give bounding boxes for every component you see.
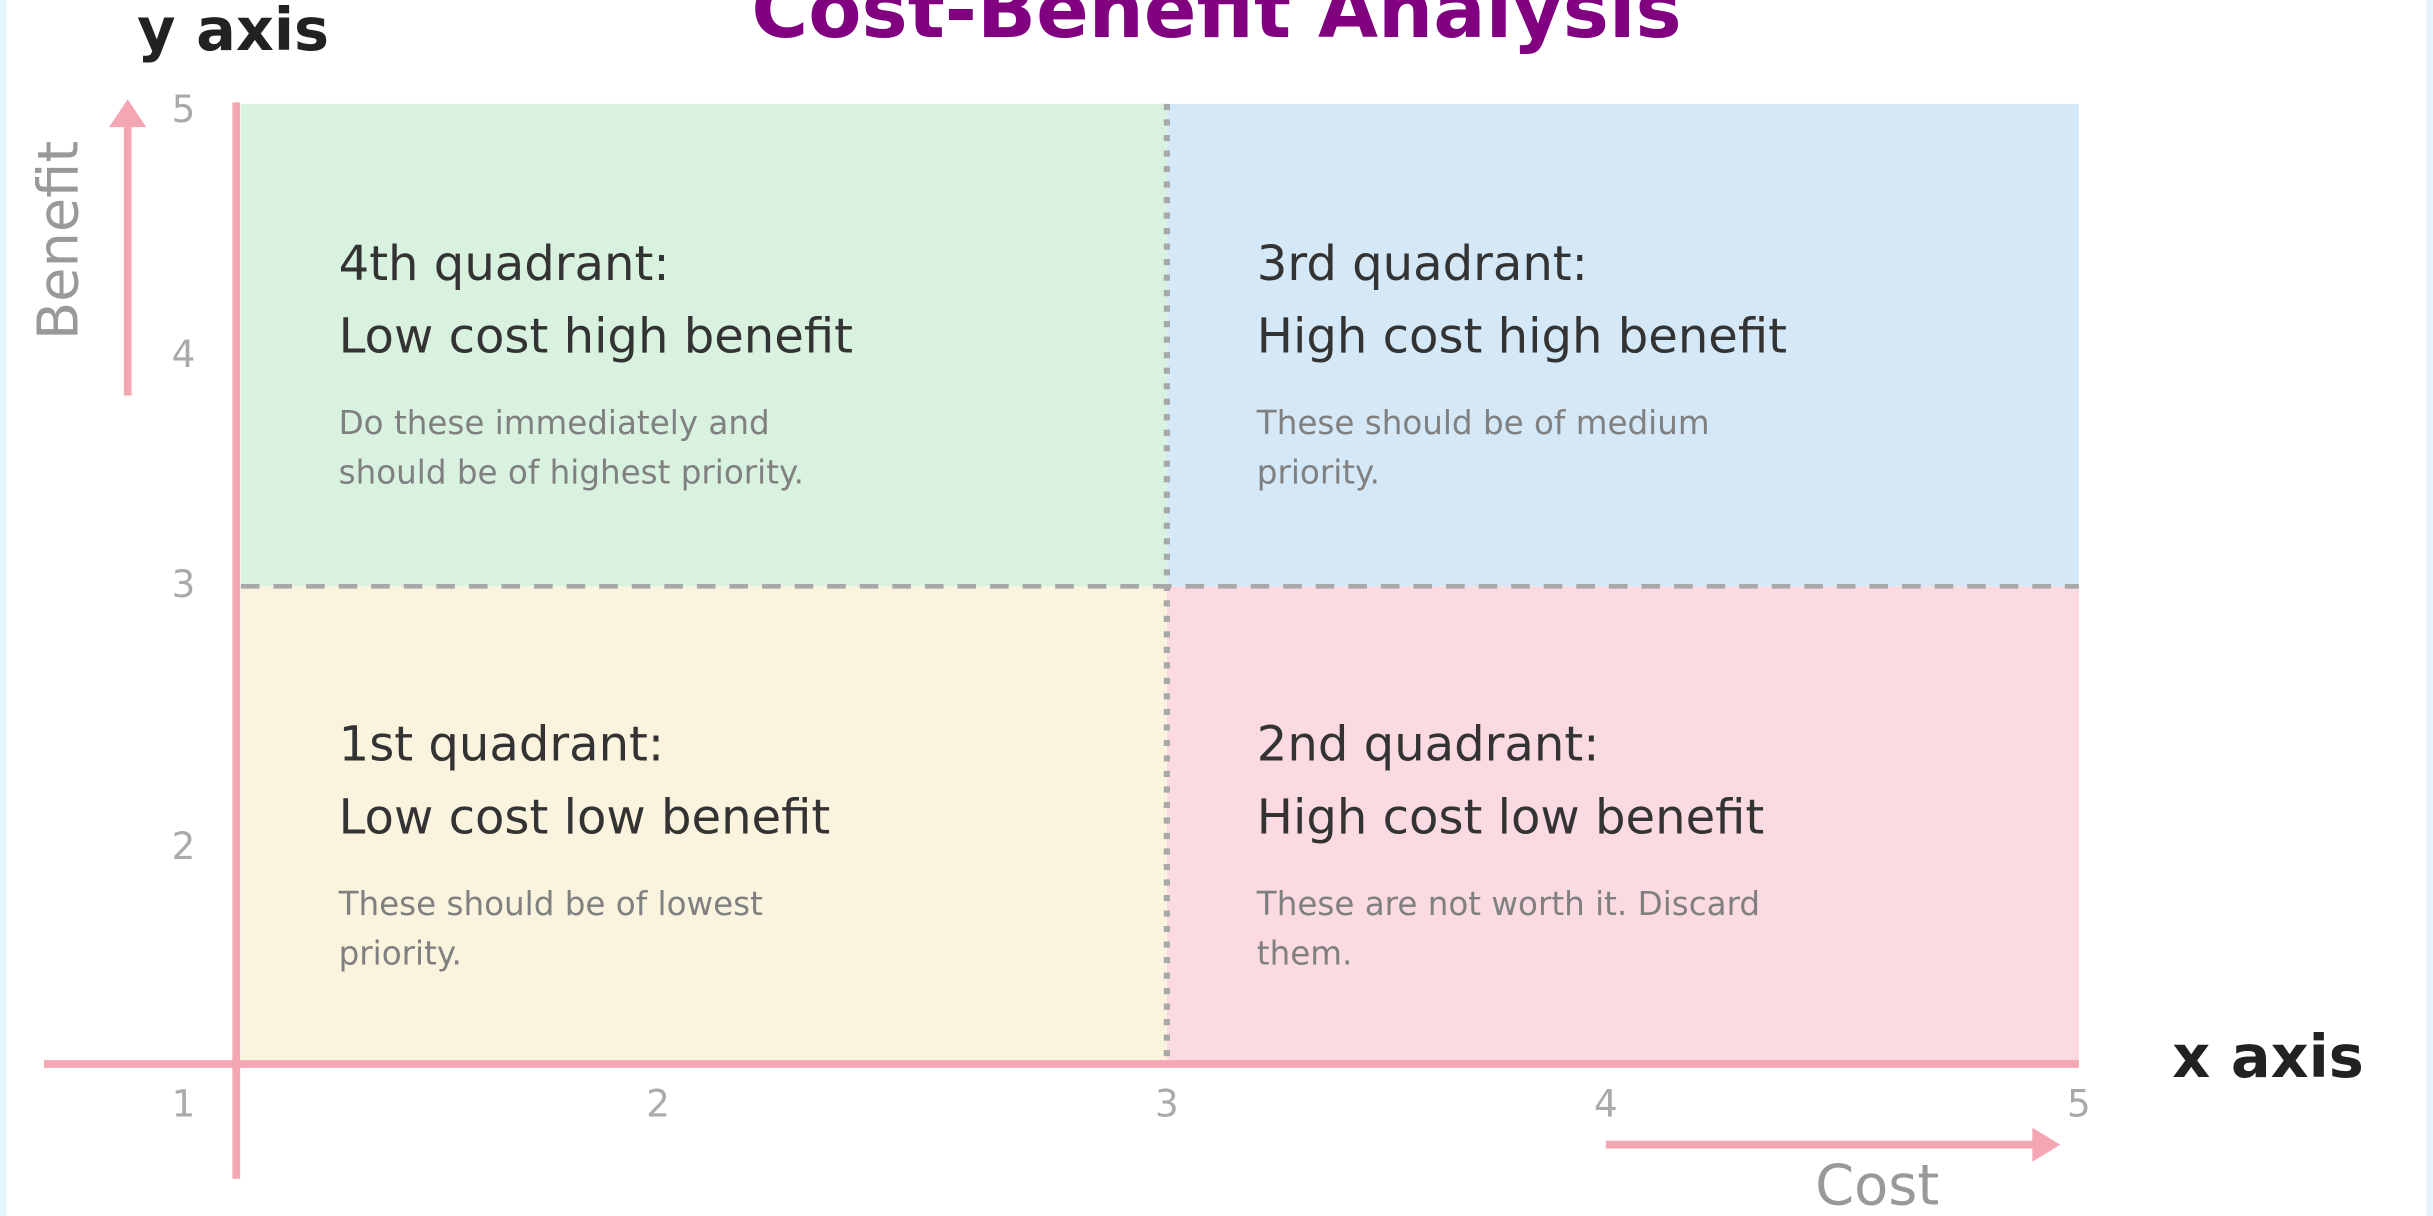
y-axis-label: Benefit [27, 141, 92, 340]
x-axis-caption: x axis [2172, 1022, 2364, 1091]
quadrant-subheading: High cost high benefit [1257, 309, 1787, 365]
x-tick-label: 4 [1594, 1081, 1618, 1125]
quadrant-subheading: Low cost high benefit [339, 309, 853, 365]
quadrant-bg [1166, 586, 2079, 1064]
quadrant-description: priority. [339, 934, 462, 972]
x-tick-label: 5 [2067, 1081, 2091, 1125]
quadrant-heading: 4th quadrant: [339, 236, 670, 292]
x-tick-label: 1 [172, 1081, 196, 1125]
y-tick-label: 3 [172, 562, 196, 606]
y-arrow-head [109, 99, 147, 128]
y-tick-label: 4 [172, 332, 196, 376]
x-tick-label: 2 [646, 1081, 670, 1125]
quadrant-description: them. [1257, 934, 1353, 972]
quadrant-bg [240, 103, 1167, 587]
y-tick-label: 5 [172, 87, 196, 131]
y-axis-caption: y axis [137, 0, 329, 64]
quadrant-heading: 2nd quadrant: [1257, 717, 1600, 773]
quadrant-description: Do these immediately and [339, 404, 770, 442]
quadrant-heading: 1st quadrant: [339, 717, 665, 773]
quadrant-description: priority. [1257, 454, 1380, 492]
quadrant-description: These are not worth it. Discard [1256, 885, 1760, 923]
quadrant-heading: 3rd quadrant: [1257, 236, 1588, 292]
quadrant-description: These should be of medium [1256, 404, 1710, 442]
quadrant-bg [1166, 103, 2079, 587]
x-tick-label: 3 [1155, 1081, 1179, 1125]
quadrant-subheading: High cost low benefit [1257, 789, 1764, 845]
quadrant-subheading: Low cost low benefit [339, 789, 831, 845]
content: 5 4 3 2 1 2 3 4 5 4th quadrant: Low cost high bene… [172, 87, 2091, 1125]
quadrant-bg [240, 586, 1167, 1064]
y-tick-label: 2 [172, 824, 196, 868]
x-arrow-head [2032, 1127, 2061, 1162]
quadrant-description: These should be of lowest [338, 885, 763, 923]
x-axis-label: Cost [1815, 1154, 1939, 1216]
quadrant-description: should be of highest priority. [339, 454, 804, 492]
title: Cost-Benefit Analysis [751, 0, 1681, 56]
